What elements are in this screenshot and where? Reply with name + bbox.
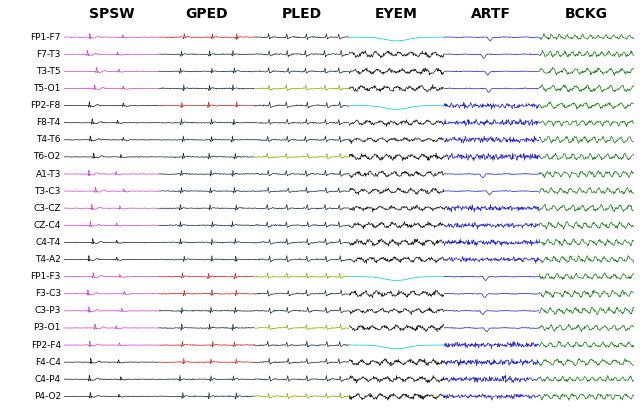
Text: F8-T4: F8-T4 — [36, 118, 61, 127]
Text: F7-T3: F7-T3 — [36, 50, 61, 59]
Text: A1-T3: A1-T3 — [35, 169, 61, 178]
Text: P3-O1: P3-O1 — [33, 324, 61, 333]
Text: P4-O2: P4-O2 — [34, 392, 61, 401]
Text: CZ-C4: CZ-C4 — [33, 221, 61, 230]
Text: C4-T4: C4-T4 — [36, 238, 61, 247]
Text: ARTF: ARTF — [471, 7, 511, 21]
Text: FP2-F8: FP2-F8 — [31, 101, 61, 110]
Text: GPED: GPED — [185, 7, 228, 21]
Text: T6-O2: T6-O2 — [33, 153, 61, 162]
Text: T5-O1: T5-O1 — [33, 84, 61, 93]
Text: T3-C3: T3-C3 — [35, 187, 61, 196]
Text: FP1-F3: FP1-F3 — [31, 272, 61, 281]
Text: C3-CZ: C3-CZ — [33, 204, 61, 213]
Text: EYEM: EYEM — [375, 7, 418, 21]
Text: T4-T6: T4-T6 — [36, 135, 61, 144]
Text: FP1-F7: FP1-F7 — [31, 33, 61, 42]
Text: BCKG: BCKG — [564, 7, 607, 21]
Text: C4-P4: C4-P4 — [35, 375, 61, 384]
Text: FP2-F4: FP2-F4 — [31, 341, 61, 350]
Text: F3-C3: F3-C3 — [35, 289, 61, 298]
Text: C3-P3: C3-P3 — [35, 306, 61, 315]
Text: F4-C4: F4-C4 — [35, 357, 61, 366]
Text: T3-T5: T3-T5 — [36, 67, 61, 76]
Text: SPSW: SPSW — [89, 7, 134, 21]
Text: T4-A2: T4-A2 — [35, 255, 61, 264]
Text: PLED: PLED — [281, 7, 321, 21]
